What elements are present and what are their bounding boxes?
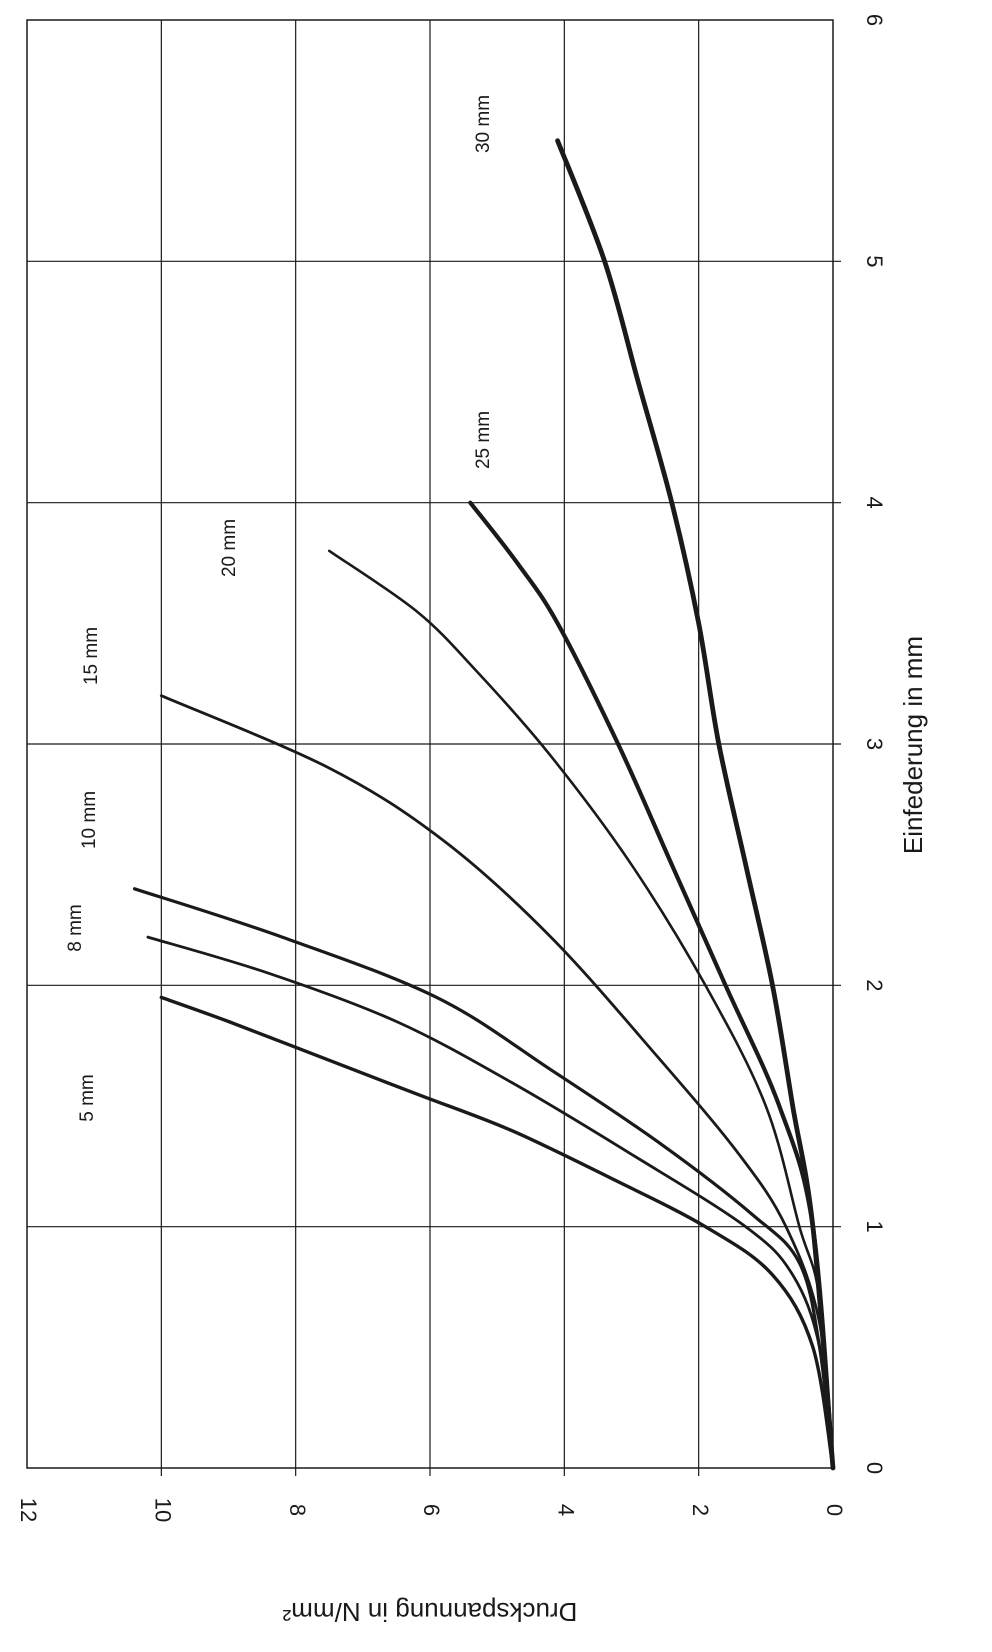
- x-tick-label: 1: [862, 1221, 887, 1233]
- y-axis-ticks: 0 2 4 6 8 10 12: [16, 1498, 847, 1522]
- series-line: [328, 549, 835, 1470]
- series-label: 5 mm: [77, 1074, 98, 1122]
- series-label: 10 mm: [79, 791, 100, 849]
- x-axis-title: Einfederung in mm: [898, 636, 928, 854]
- series-labels: 5 mm 8 mm 10 mm 15 mm 20 mm 25 mm 30 mm: [65, 95, 494, 1122]
- y-tick-label: 6: [419, 1504, 444, 1516]
- series-line: [159, 694, 835, 1470]
- series-label: 15 mm: [81, 627, 102, 685]
- y-axis-title: Druckspannung in N/mm²: [282, 1597, 577, 1627]
- series-label: 25 mm: [473, 411, 494, 469]
- x-tick-label: 5: [862, 255, 887, 267]
- series-line: [146, 935, 835, 1470]
- x-tick-label: 6: [862, 14, 887, 26]
- y-tick-label: 10: [151, 1498, 176, 1522]
- y-tick-label: 12: [16, 1498, 41, 1522]
- series-label: 20 mm: [219, 519, 240, 577]
- y-tick-label: 0: [822, 1504, 847, 1516]
- y-tick-label: 8: [285, 1504, 310, 1516]
- y-tick-label: 2: [688, 1504, 713, 1516]
- x-tick-label: 0: [862, 1462, 887, 1474]
- x-tick-label: 3: [862, 738, 887, 750]
- series-label: 30 mm: [473, 95, 494, 153]
- series-lines: [132, 138, 836, 1471]
- x-tick-label: 4: [862, 497, 887, 509]
- y-tick-label: 4: [554, 1504, 579, 1516]
- series-line: [555, 138, 836, 1471]
- series-line: [159, 995, 835, 1470]
- x-tick-label: 2: [862, 979, 887, 991]
- series-line: [132, 887, 835, 1470]
- series-label: 8 mm: [65, 904, 86, 952]
- x-axis-ticks: 0 1 2 3 4 5 6: [862, 14, 887, 1474]
